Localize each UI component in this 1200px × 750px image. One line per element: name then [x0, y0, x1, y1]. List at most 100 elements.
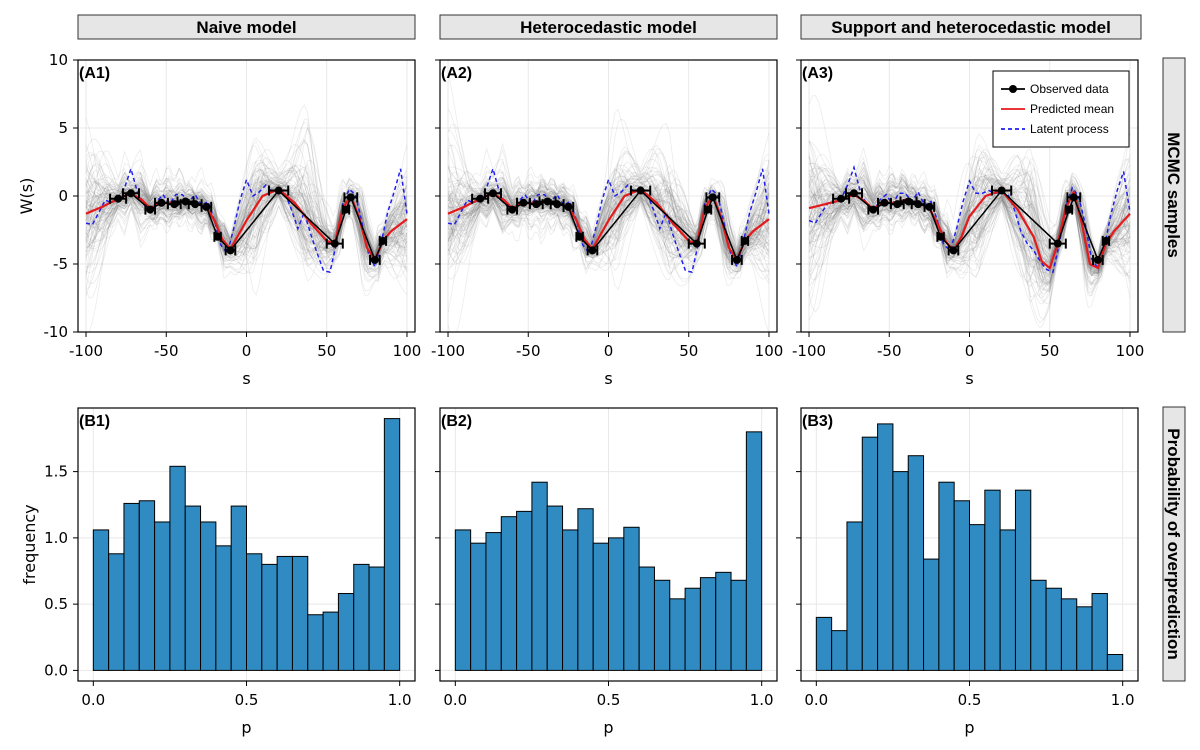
mcmc-sample-line	[85, 180, 408, 261]
observed-data-point	[346, 193, 355, 202]
mcmc-sample-line	[447, 177, 770, 263]
mcmc-sample-line	[447, 178, 770, 263]
observed-data-point	[191, 200, 200, 209]
row-strip-mcmc	[1162, 57, 1186, 333]
mcmc-sample-line	[85, 183, 408, 265]
panel-b2: 0.0 0.5 1.0 p (B2)	[435, 407, 778, 737]
x-axis-label: s	[604, 369, 612, 388]
histogram-bar	[215, 545, 232, 671]
observed-data-point	[904, 197, 913, 206]
mcmc-sample-line	[85, 157, 408, 276]
x-axis-label: p	[964, 718, 974, 737]
panel-b1: 0.0 0.5 1.0 0.0 0.5 1.0 1.5 p frequency (B1)	[20, 407, 416, 737]
histogram-bar	[592, 542, 609, 671]
histogram-bar	[531, 481, 548, 671]
x-tick-label: 50	[1040, 342, 1059, 360]
y-tick-label: 1.0	[44, 529, 68, 547]
column-title-support: Support and heterocedastic model	[831, 18, 1111, 37]
x-tick-label: -50	[154, 342, 179, 360]
mcmc-sample-line	[808, 148, 1131, 284]
mcmc-sample-line	[447, 162, 770, 269]
histogram-bar	[861, 436, 879, 671]
x-tick-label: -50	[516, 342, 541, 360]
panel-label: (B1)	[79, 413, 110, 430]
mcmc-sample-line	[447, 159, 770, 286]
mcmc-sample-line	[85, 159, 408, 259]
mcmc-sample-line	[85, 185, 408, 259]
mcmc-sample-line	[447, 145, 770, 280]
mcmc-sample-line	[85, 138, 408, 275]
mcmc-sample-line	[447, 191, 770, 257]
panel-a2: -100 -50 0 50 100 s (A2)	[431, 59, 783, 388]
mcmc-sample-line	[85, 143, 408, 273]
mcmc-sample-line	[808, 154, 1131, 305]
mcmc-sample-line	[85, 183, 408, 257]
mcmc-sample-line	[447, 108, 770, 281]
x-tick-label: -100	[69, 342, 103, 360]
panel-label: (A2)	[441, 65, 472, 82]
mcmc-sample-line	[808, 167, 1131, 265]
observed-data-point	[997, 186, 1006, 195]
panel-strips: Naive model Heterocedastic model Support…	[77, 14, 1186, 682]
observed-data-point	[553, 200, 562, 209]
histogram-bar	[261, 563, 278, 671]
observed-data-point	[488, 189, 497, 198]
histogram-bar	[938, 481, 955, 671]
mcmc-sample-line	[808, 183, 1131, 276]
x-axis-label: s	[242, 369, 250, 388]
histogram-bar	[230, 505, 247, 671]
histogram-bar	[92, 529, 110, 671]
x-tick-label: -50	[877, 342, 902, 360]
histogram-bar	[999, 529, 1016, 671]
mcmc-sample-line	[808, 134, 1131, 294]
histogram-bar	[1060, 598, 1078, 671]
row-strip-overprediction	[1162, 406, 1186, 682]
observed-data-point	[1101, 236, 1110, 245]
mcmc-sample-line	[808, 166, 1131, 296]
histogram-bars	[454, 431, 763, 671]
mcmc-sample-line	[85, 137, 408, 292]
histogram-bar	[246, 553, 263, 671]
observed-data-point	[202, 202, 211, 211]
mcmc-sample-line	[447, 144, 770, 272]
legend-entry-observed-marker	[1009, 85, 1017, 93]
mcmc-sample-line	[85, 167, 408, 285]
histogram-bar	[169, 465, 186, 671]
legend-entry-observed-label: Observed data	[1030, 82, 1109, 96]
panel-b3: 0.0 0.5 1.0 p (B3)	[796, 407, 1139, 737]
mcmc-sample-line	[447, 132, 770, 280]
histogram-bar	[653, 579, 671, 671]
row-title-overprediction: Probability of overprediction	[1164, 428, 1183, 659]
histogram-bar	[846, 521, 863, 671]
panel-b2-plot-area	[454, 431, 763, 671]
mcmc-sample-line	[85, 167, 408, 271]
observed-data-point	[869, 205, 878, 214]
histogram-bar	[577, 508, 594, 671]
mcmc-sample-line	[85, 104, 408, 297]
column-title-heterocedastic: Heterocedastic model	[520, 18, 697, 37]
observed-data-point	[170, 200, 179, 209]
y-tick-label: -5	[53, 255, 68, 273]
histogram-bar	[953, 500, 970, 671]
mcmc-sample-line	[808, 175, 1131, 272]
observed-data-point	[370, 255, 379, 264]
mcmc-sample-line	[447, 142, 770, 266]
x-tick-label: 50	[679, 342, 698, 360]
observed-data-point	[274, 186, 283, 195]
observed-data-point	[692, 239, 701, 248]
mcmc-sample-line	[808, 178, 1131, 286]
mcmc-sample-line	[809, 162, 1131, 279]
histogram-bar	[470, 542, 487, 671]
mcmc-sample-line	[808, 132, 1131, 329]
mcmc-sample-line	[808, 155, 1131, 293]
x-tick-label: 0.0	[443, 691, 467, 709]
histogram-bar	[184, 505, 202, 671]
observed-data-point	[575, 232, 584, 241]
observed-data-point	[114, 194, 123, 203]
x-tick-label: 100	[1116, 342, 1145, 360]
observed-data-point	[226, 246, 235, 255]
observed-data-point	[181, 197, 190, 206]
mcmc-sample-line	[85, 181, 408, 260]
mcmc-sample-line	[808, 176, 1130, 276]
